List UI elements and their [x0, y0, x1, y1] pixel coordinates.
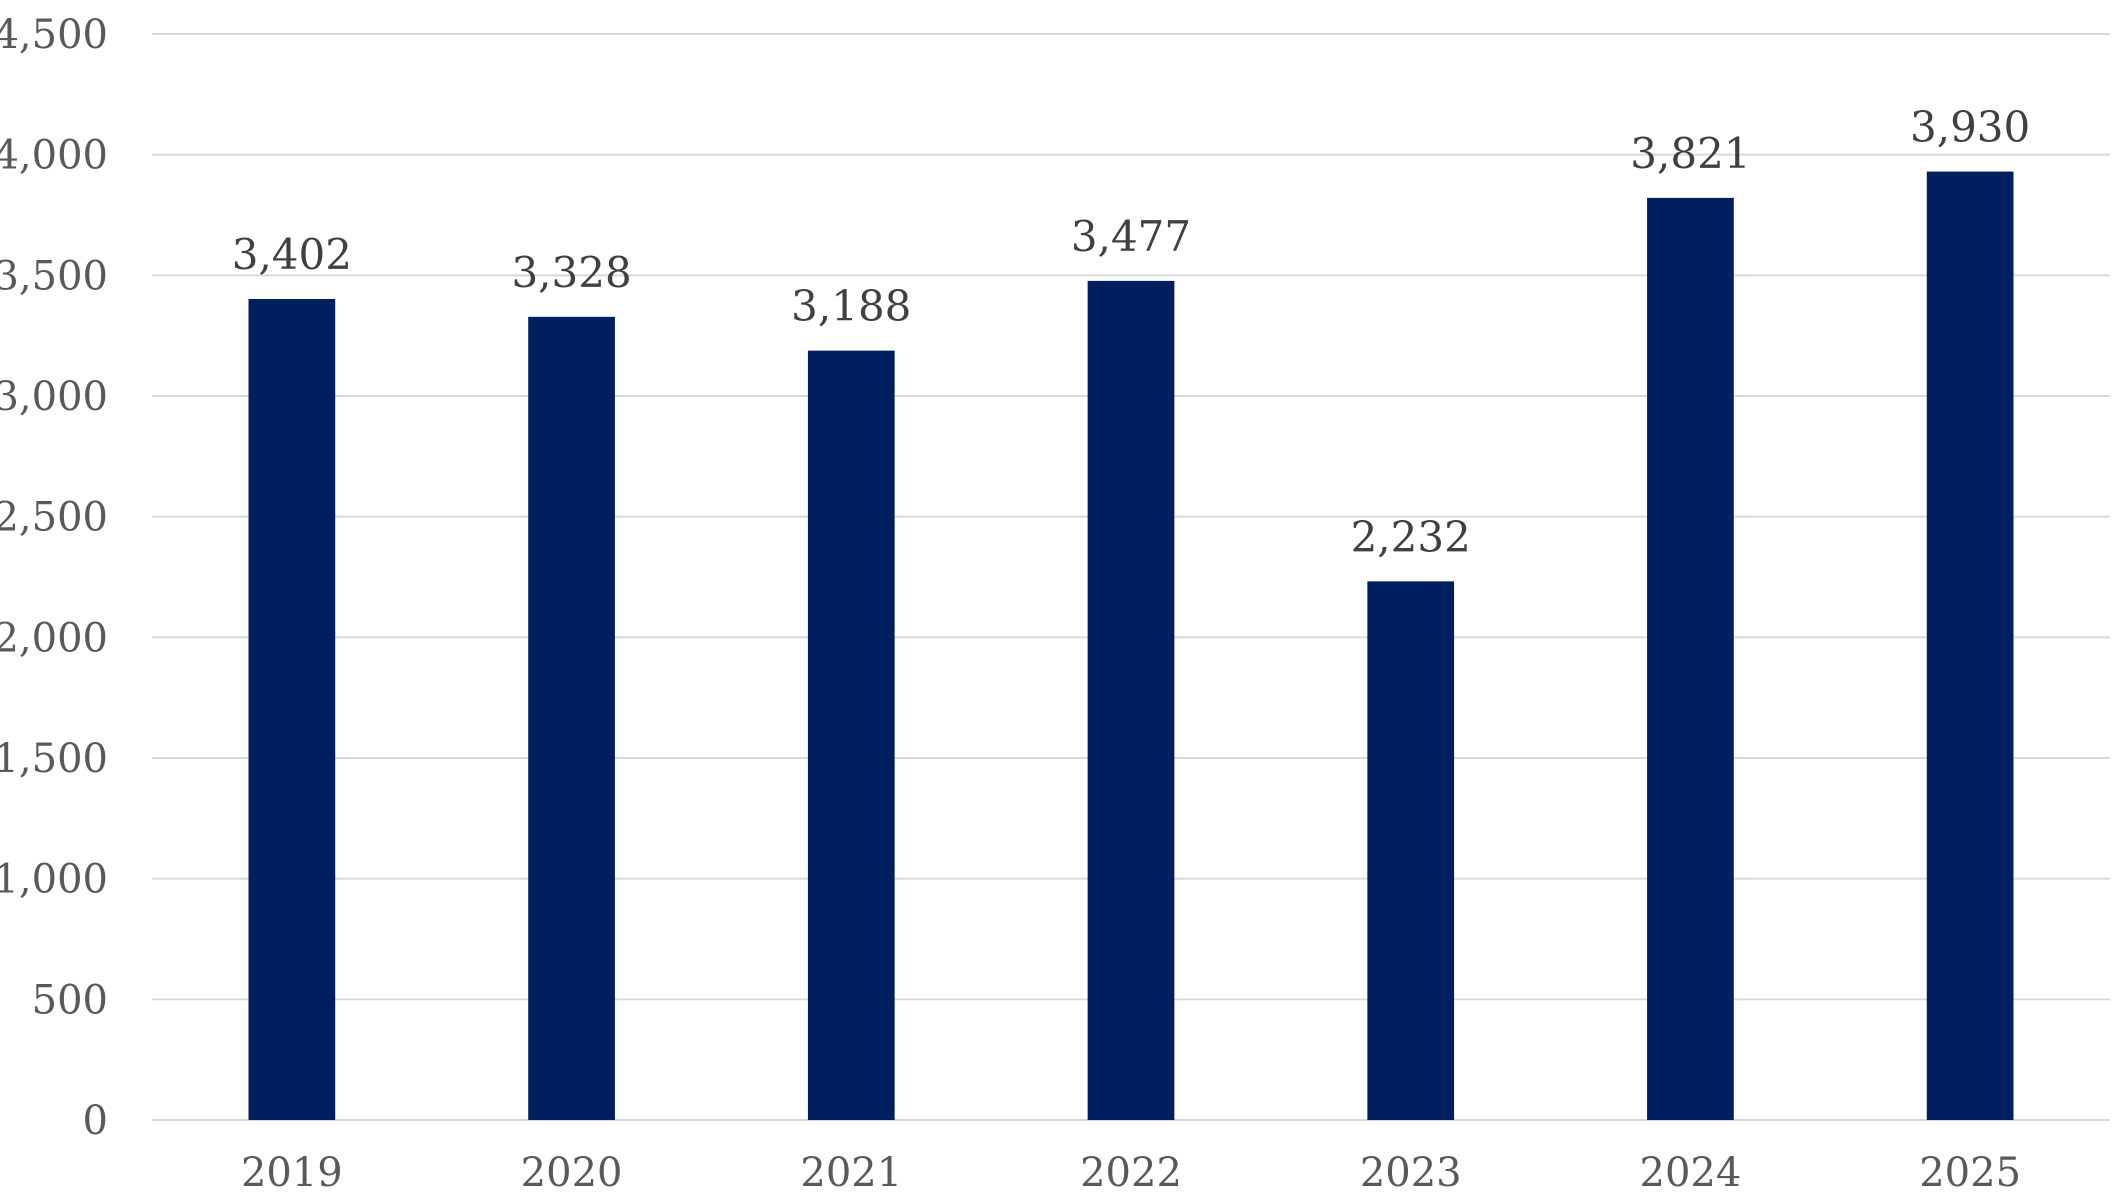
- y-tick-label: 3,500: [0, 253, 108, 299]
- y-tick-label: 2,500: [0, 495, 108, 541]
- bar-2022: [1087, 280, 1175, 1120]
- x-tick-label-2019: 2019: [241, 1150, 343, 1195]
- y-tick-label: 0: [83, 1098, 108, 1144]
- data-labels: 3,402 3,328 3,188 3,477 2,232 3,821 3,930: [232, 103, 2031, 562]
- bar-2019: [248, 298, 336, 1120]
- bar-2021: [807, 350, 895, 1120]
- data-label-2022: 3,477: [1071, 212, 1191, 261]
- data-label-2019: 3,402: [232, 230, 352, 279]
- y-tick-label: 1,500: [0, 736, 108, 782]
- y-tick-label: 4,500: [0, 12, 108, 58]
- bar-2020: [528, 316, 615, 1120]
- x-tick-label-2024: 2024: [1640, 1150, 1742, 1195]
- y-tick-label: 2,000: [0, 615, 108, 661]
- y-tick-label: 3,000: [0, 374, 108, 420]
- x-tick-label-2023: 2023: [1360, 1150, 1462, 1195]
- bar-2023: [1367, 581, 1455, 1120]
- y-tick-label: 500: [32, 977, 108, 1023]
- data-label-2024: 3,821: [1630, 129, 1750, 178]
- data-label-2021: 3,188: [791, 282, 911, 331]
- bars: [248, 171, 2014, 1120]
- data-label-2023: 2,232: [1351, 512, 1471, 561]
- x-tick-label-2020: 2020: [521, 1150, 623, 1195]
- x-tick-label-2021: 2021: [800, 1150, 902, 1195]
- bar-2025: [1926, 171, 2014, 1120]
- bar-2024: [1647, 197, 1734, 1120]
- data-label-2020: 3,328: [511, 248, 631, 297]
- x-axis-category-labels: 2019 2020 2021 2022 2023 2024 2025: [241, 1150, 2021, 1195]
- x-tick-label-2022: 2022: [1080, 1150, 1182, 1195]
- y-axis-tick-labels: 0 500 1,000 1,500 2,000 2,500 3,000 3,500 4,000 4…: [0, 12, 108, 1144]
- data-label-2025: 3,930: [1910, 103, 2030, 152]
- y-tick-label: 4,000: [0, 133, 108, 179]
- x-tick-label-2025: 2025: [1919, 1150, 2021, 1195]
- y-tick-label: 1,000: [0, 857, 108, 903]
